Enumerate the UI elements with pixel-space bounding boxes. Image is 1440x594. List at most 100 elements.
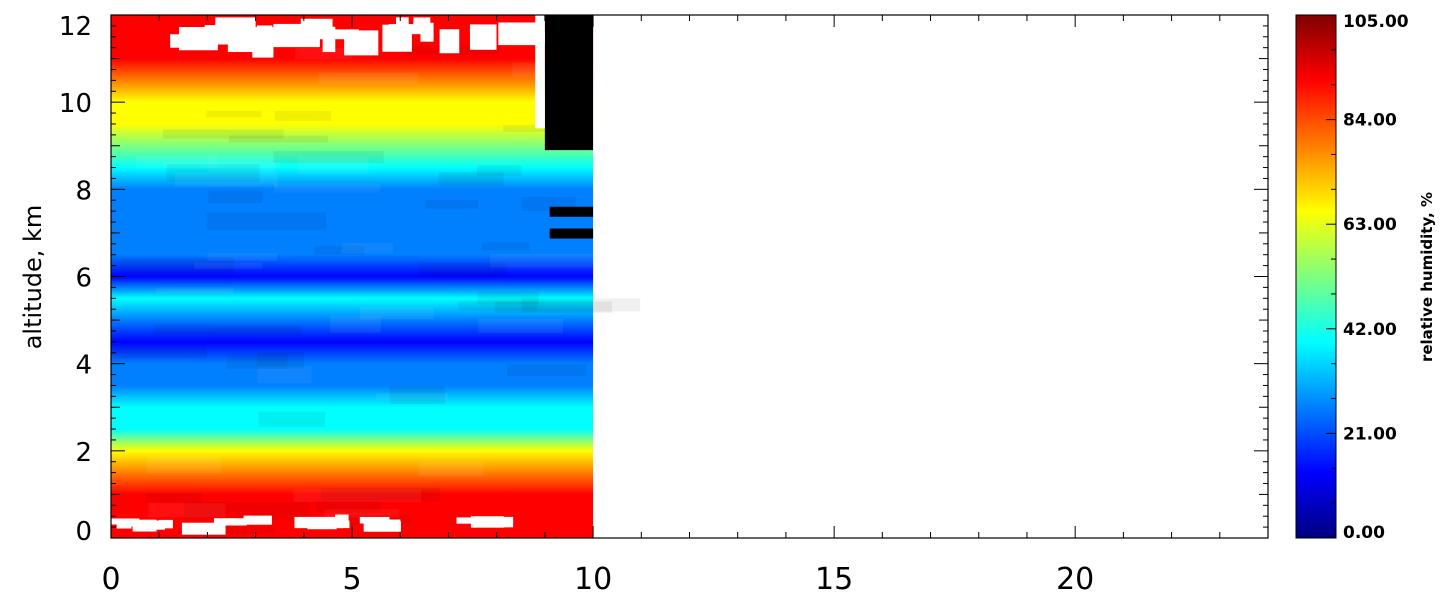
texture-patch	[477, 291, 539, 305]
texture-patch	[258, 411, 326, 428]
saturation-patch	[300, 18, 333, 33]
texture-patch	[136, 155, 218, 169]
saturation-patch	[256, 25, 273, 45]
saturation-patch	[158, 519, 173, 529]
plot-area	[111, 15, 1268, 538]
texture-patch	[163, 161, 281, 169]
x-tick-label: 5	[342, 562, 361, 594]
saturation-patch	[271, 34, 284, 44]
texture-patch	[507, 364, 587, 377]
colorbar-tick-label: 21.00	[1343, 424, 1397, 444]
saturation-patch	[413, 17, 431, 33]
texture-patch	[521, 298, 641, 312]
x-tick-label: 20	[1056, 562, 1094, 594]
texture-patch	[162, 129, 284, 139]
texture-patch	[256, 351, 304, 369]
texture-patch	[419, 262, 507, 277]
texture-patch	[148, 503, 226, 518]
saturation-patch	[396, 17, 409, 30]
texture-patch	[228, 135, 329, 143]
x-tick-label: 15	[815, 562, 853, 594]
y-tick-label: 6	[75, 264, 92, 294]
y-tick-label: 10	[59, 89, 92, 119]
saturation-patch	[488, 516, 514, 528]
saturation-patch	[145, 521, 162, 530]
saturation-patch	[335, 514, 349, 523]
y-axis-label: altitude, km	[19, 205, 47, 350]
y-tick-label: 12	[59, 12, 92, 42]
saturation-patch	[363, 521, 401, 532]
heatmap-field	[111, 15, 594, 538]
saturation-patch	[308, 520, 350, 529]
missing-data-stripe	[549, 228, 594, 239]
saturation-patch	[179, 27, 218, 51]
y-tick-label: 4	[75, 351, 92, 381]
saturation-patch	[439, 29, 460, 54]
texture-patch	[274, 183, 381, 193]
saturation-patch	[359, 516, 390, 524]
y-tick-label: 0	[75, 517, 92, 547]
texture-patch	[154, 324, 215, 335]
texture-patch	[179, 526, 276, 534]
saturation-patch	[469, 24, 497, 50]
texture-patch	[315, 501, 381, 513]
heatmap-overlay	[111, 15, 641, 535]
texture-patch	[298, 156, 369, 174]
texture-patch	[490, 253, 620, 268]
colorbar-tick-label: 105.00	[1343, 12, 1409, 32]
texture-patch	[226, 354, 288, 369]
texture-patch	[389, 386, 445, 405]
y-tick-label: 8	[75, 176, 92, 206]
texture-patch	[147, 456, 222, 474]
y-axis: 0 2 4 6 8 10 12	[59, 12, 1268, 547]
saturation-patch	[243, 515, 272, 525]
texture-patch	[184, 502, 309, 520]
texture-patch	[295, 48, 353, 60]
texture-patch	[478, 318, 564, 334]
texture-patch	[166, 164, 260, 182]
texture-patch	[476, 165, 522, 176]
x-tick-label: 10	[574, 562, 612, 594]
saturation-patch	[498, 22, 544, 46]
texture-patch	[273, 150, 384, 163]
texture-patch	[207, 252, 278, 261]
colorbar-tick-label: 0.00	[1343, 523, 1385, 543]
colorbar-tick-label: 42.00	[1343, 320, 1397, 340]
texture-patch	[317, 72, 419, 85]
colorbar-label: relative humidity, %	[1418, 192, 1436, 362]
texture-patch	[206, 212, 327, 230]
texture-patch	[341, 242, 393, 254]
texture-patch	[207, 156, 276, 174]
texture-patch	[494, 301, 613, 313]
colorbar-scale	[1295, 14, 1337, 539]
texture-patch	[419, 461, 484, 477]
texture-patch	[503, 124, 581, 132]
saturation-patch	[470, 516, 504, 528]
texture-patch	[320, 487, 441, 501]
texture-patch	[293, 489, 422, 502]
texture-patch	[145, 492, 203, 503]
colorbar-ticks: 0.00 21.00 42.00 63.00 84.00 105.00	[1326, 12, 1409, 543]
colorbar-tick-label: 63.00	[1343, 215, 1397, 235]
texture-patch	[113, 346, 207, 359]
missing-data-block	[544, 15, 594, 151]
texture-patch	[208, 190, 263, 204]
x-tick-label: 0	[101, 562, 120, 594]
texture-patch	[274, 110, 331, 122]
texture-patch	[156, 287, 234, 294]
x-axis: 0 5 10 15 20	[101, 15, 1269, 594]
texture-patch	[314, 246, 365, 255]
saturation-patch	[344, 30, 379, 56]
saturation-patch	[181, 522, 226, 535]
texture-patch	[214, 325, 301, 336]
colorbar: 0.00 21.00 42.00 63.00 84.00 105.00 relative …	[1295, 12, 1436, 543]
saturation-patch	[116, 520, 132, 529]
texture-patch	[359, 306, 434, 320]
texture-patch	[324, 509, 400, 518]
missing-data-stripe	[549, 206, 594, 217]
texture-patch	[206, 110, 262, 118]
texture-patch	[438, 172, 504, 186]
texture-patch	[193, 262, 263, 269]
texture-patch	[425, 199, 478, 209]
texture-patch	[175, 172, 278, 187]
